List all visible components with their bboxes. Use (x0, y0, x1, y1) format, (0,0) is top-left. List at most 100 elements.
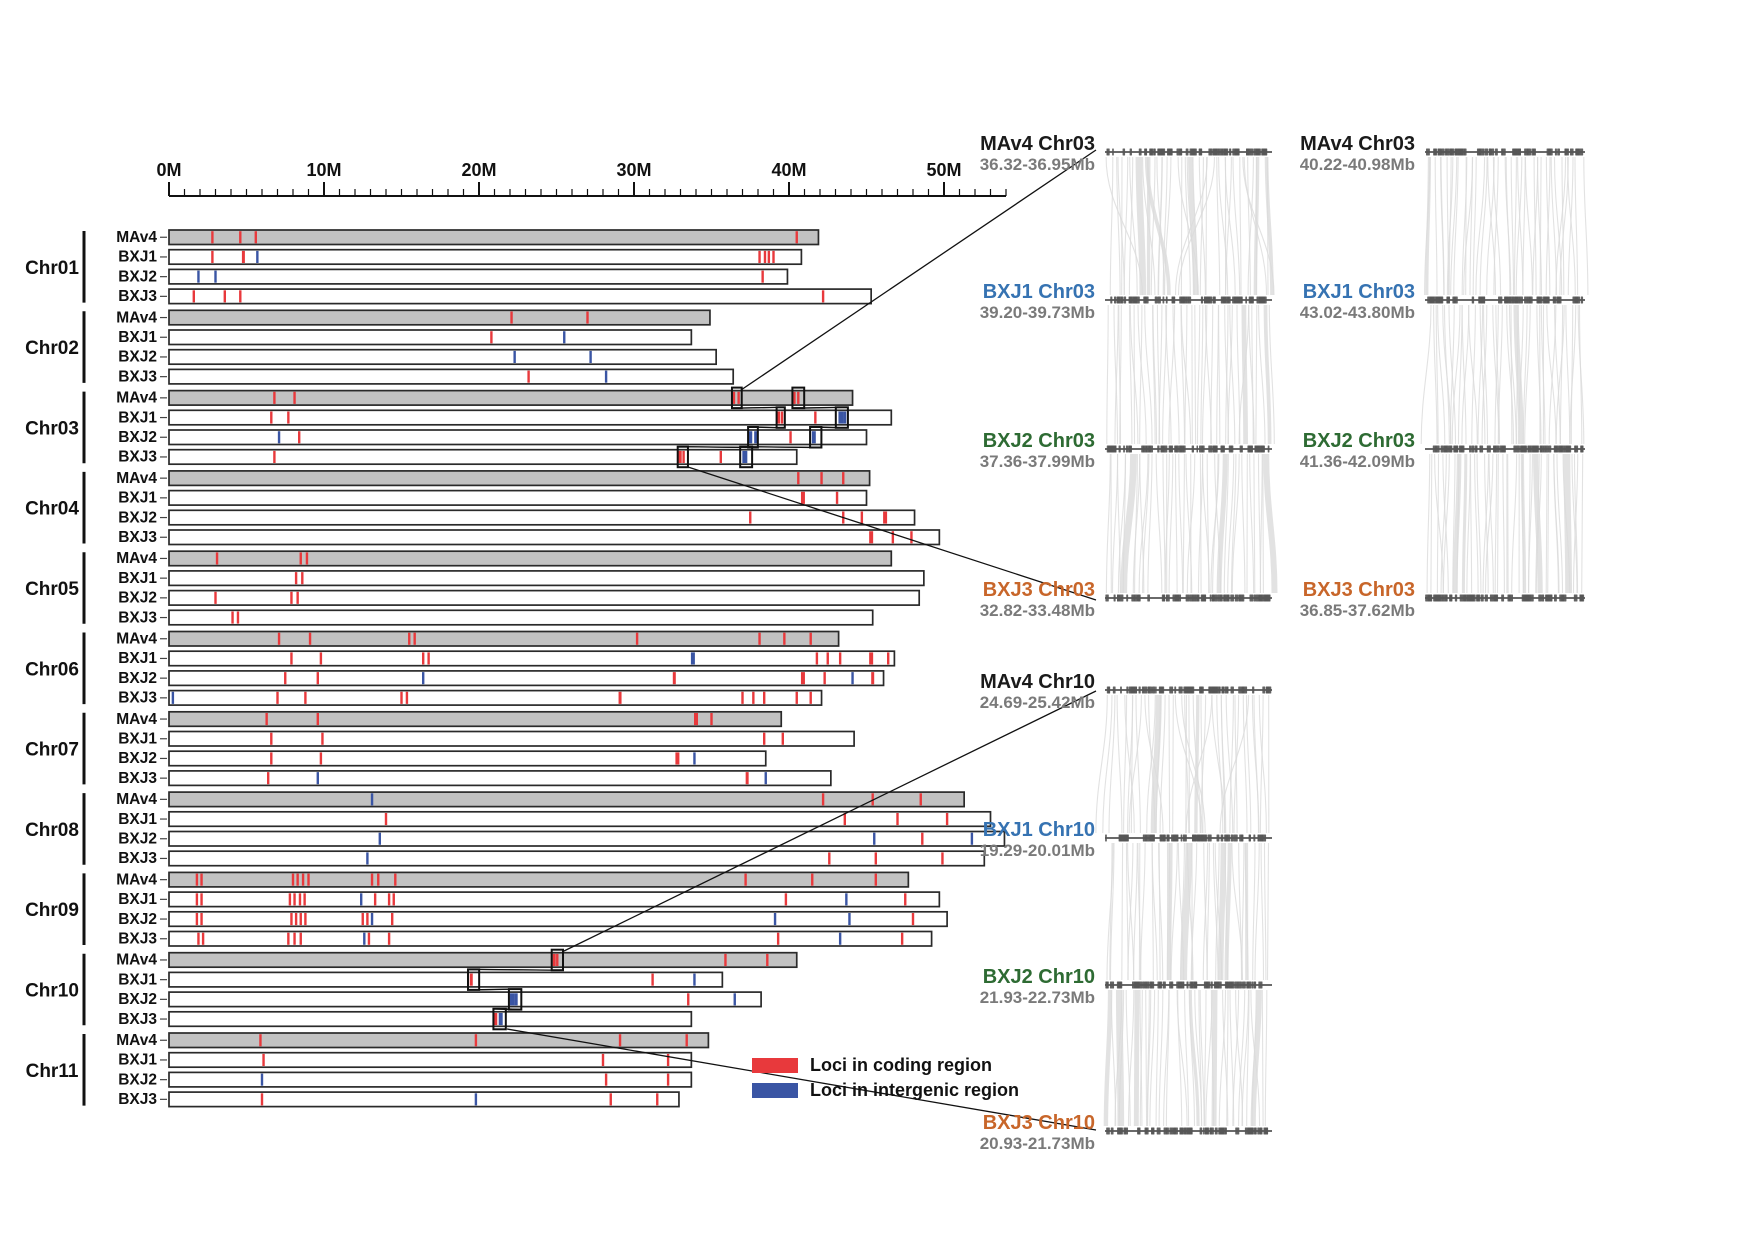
gene-mark (1228, 445, 1233, 453)
synteny-ribbon (1226, 989, 1229, 1127)
gene-mark (1185, 148, 1189, 156)
synteny-ribbon (1430, 453, 1433, 594)
synteny-ribbon (1218, 156, 1229, 296)
gene-mark (1185, 296, 1190, 304)
gene-mark (1141, 686, 1144, 694)
locus-intergenic-mark (848, 913, 851, 926)
chromosome-bar (168, 570, 925, 587)
gene-mark (1251, 1127, 1254, 1135)
locus-coding-mark (291, 873, 295, 886)
gene-mark (1200, 686, 1203, 694)
row-label: BXJ2 (118, 911, 157, 928)
locus-coding-mark (780, 411, 784, 424)
gene-mark (1262, 686, 1266, 694)
synteny-ribbon (1477, 304, 1484, 445)
gene-mark (1247, 1127, 1252, 1135)
panel-connector-line (687, 466, 1097, 601)
chromosome-bar (168, 409, 893, 426)
locus-coding-mark (236, 611, 240, 624)
locus-coding-mark (527, 370, 530, 383)
gene-mark (1532, 445, 1537, 453)
gene-mark (1175, 1127, 1178, 1135)
row-label: MAv4 (116, 952, 157, 969)
group-label-chr03: Chr03 (25, 418, 79, 439)
synteny-ribbon (1443, 304, 1450, 445)
gene-mark (1186, 981, 1189, 989)
synteny-ribbon (1251, 304, 1254, 445)
locus-coding-mark (391, 913, 394, 926)
synteny-ribbon (1578, 304, 1583, 445)
panel-track-title: BXJ1 Chr03 (983, 281, 1095, 303)
chromosome-bar (168, 489, 868, 506)
synteny-ribbon (1215, 842, 1220, 981)
synteny-ribbon (1263, 453, 1278, 594)
group-label-chr08: Chr08 (25, 820, 79, 841)
locus-coding-mark (298, 893, 302, 906)
gene-mark (1260, 296, 1264, 304)
locus-coding-mark (749, 511, 752, 524)
synteny-ribbon (1212, 842, 1219, 981)
row-label: BXJ2 (118, 509, 157, 526)
gene-mark (1116, 981, 1122, 989)
gene-mark (1488, 148, 1492, 156)
locus-coding-mark (296, 873, 299, 886)
row-label: BXJ2 (118, 831, 157, 848)
locus-coding-mark (361, 913, 364, 926)
synteny-ribbon (1434, 156, 1438, 296)
gene-mark (1246, 981, 1250, 989)
gene-mark (1125, 445, 1129, 453)
locus-coding-mark (745, 772, 749, 785)
gene-mark (1484, 594, 1488, 602)
synteny-ribbon (1218, 989, 1227, 1127)
chromosome-bar (168, 951, 798, 969)
synteny-ribbon (1522, 304, 1528, 445)
group-label-chr01: Chr01 (25, 258, 79, 279)
panel-track-title: BXJ3 Chr03 (983, 579, 1095, 601)
gene-mark (1538, 594, 1542, 602)
gene-mark (1245, 296, 1248, 304)
synteny-ribbon (1147, 453, 1153, 594)
gene-mark (1154, 296, 1158, 304)
gene-mark (1178, 594, 1182, 602)
synteny-ribbon (1481, 304, 1488, 445)
chromosome-bar (168, 1051, 693, 1069)
locus-coding-mark (273, 391, 276, 404)
synteny-ribbon (1248, 304, 1255, 445)
synteny-ribbon (1127, 842, 1134, 981)
synteny-ribbon (1241, 453, 1246, 594)
gene-mark (1169, 1127, 1173, 1135)
synteny-ribbon (1109, 842, 1113, 981)
row-label: BXJ2 (118, 1071, 157, 1088)
gene-mark (1482, 148, 1485, 156)
panel-track-title: MAv4 Chr03 (980, 133, 1095, 155)
synteny-ribbon (1548, 304, 1557, 445)
locus-coding-mark (239, 231, 242, 244)
legend-item-intergenic: Loci in intergenic region (752, 1080, 1019, 1101)
gene-mark (1208, 148, 1212, 156)
locus-intergenic-mark (513, 350, 516, 363)
locus-coding-mark (405, 691, 409, 704)
locus-coding-mark (821, 793, 825, 806)
chromosome-bar (168, 248, 803, 266)
gene-mark (1199, 445, 1204, 453)
synteny-ribbon (1556, 453, 1564, 594)
gene-mark (1227, 594, 1230, 602)
synteny-ribbon (1497, 304, 1503, 445)
locus-intergenic-mark (366, 852, 369, 865)
locus-coding-mark (741, 691, 744, 704)
chromosome-bar (168, 309, 711, 326)
locus-coding-mark (869, 652, 874, 665)
region-link-line (741, 406, 785, 409)
gene-mark (1567, 445, 1570, 453)
gene-mark (1427, 594, 1431, 602)
gene-mark (1557, 148, 1560, 156)
locus-coding-mark (211, 250, 214, 263)
locus-coding-mark (874, 852, 877, 865)
synteny-ribbon (1123, 156, 1129, 296)
region-link-line (752, 446, 822, 449)
panel-track-title: BXJ2 Chr03 (1303, 430, 1415, 452)
gene-mark (1259, 594, 1264, 602)
synteny-ribbon (1553, 453, 1560, 594)
gene-mark (1214, 1127, 1218, 1135)
gene-mark (1126, 594, 1129, 602)
